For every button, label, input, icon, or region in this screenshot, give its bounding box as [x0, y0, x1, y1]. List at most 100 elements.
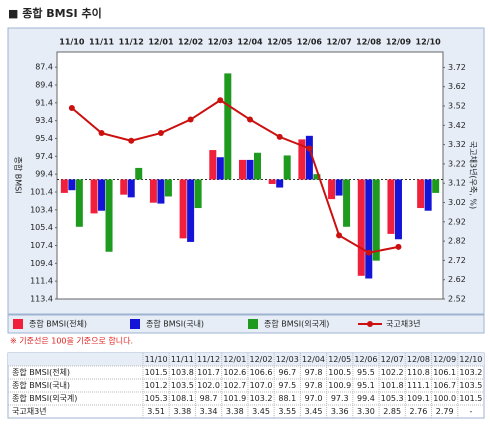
line-marker: [395, 243, 402, 250]
y2-tick-label: 3.62: [448, 82, 466, 91]
bar: [216, 157, 224, 180]
bar: [417, 179, 425, 209]
bar: [298, 139, 306, 180]
table-cell: 3.36: [331, 407, 349, 416]
table-cell: 107.0: [250, 381, 273, 390]
note: ※ 기준선은 100을 기준으로 합니다.: [10, 336, 133, 346]
bar: [149, 179, 157, 203]
legend-label: 종합 BMSI(국내): [146, 320, 204, 329]
bar: [90, 179, 98, 214]
table-cell: 105.3: [145, 394, 168, 403]
x-tick-label: 11/10: [59, 38, 85, 47]
table-row-label: 종합 BMSI(외국계): [12, 393, 77, 403]
bar: [135, 167, 143, 180]
table-cell: 101.5: [459, 394, 482, 403]
table-row-label: 종합 BMSI(전체): [12, 367, 70, 377]
bar: [246, 159, 254, 180]
bar: [98, 179, 106, 211]
table-cell: 103.8: [171, 368, 194, 377]
y-tick-label: 105.4: [30, 223, 53, 232]
table-cell: 101.8: [381, 381, 404, 390]
bar: [120, 179, 128, 195]
table-cell: 3.51: [147, 407, 165, 416]
table-cell: 109.1: [407, 394, 430, 403]
y2-tick-label: 3.02: [448, 198, 466, 207]
bar: [268, 179, 276, 184]
y-tick-label: 107.4: [30, 241, 53, 250]
line-marker: [157, 130, 164, 137]
y2-tick-label: 3.22: [448, 159, 466, 168]
bar: [357, 179, 365, 276]
table-header-cell: 12/02: [250, 355, 273, 364]
table-cell: 101.2: [145, 381, 168, 390]
line-marker: [276, 133, 283, 140]
y2-tick-label: 2.52: [448, 295, 466, 304]
table-cell: 106.6: [250, 368, 273, 377]
bar: [432, 179, 440, 193]
x-tick-label: 11/12: [119, 38, 144, 47]
x-tick-label: 12/06: [297, 38, 323, 47]
table-cell: 108.1: [171, 394, 194, 403]
y-tick-label: 87.4: [35, 63, 53, 72]
line-marker: [68, 104, 75, 111]
y2-tick-label: 3.72: [448, 63, 466, 72]
bar: [254, 152, 261, 180]
table-header-cell: 12/07: [381, 355, 404, 364]
line-marker: [217, 97, 224, 104]
table-header-cell: 11/11: [171, 355, 194, 364]
table-cell: 97.5: [278, 381, 296, 390]
table-cell: 111.1: [407, 381, 430, 390]
legend-frame: [7, 314, 485, 334]
legend-label: 종합 BMSI(외국계): [264, 319, 329, 329]
bar: [394, 179, 402, 240]
table-header-cell: 12/05: [328, 355, 351, 364]
y2-tick-label: 3.12: [448, 179, 466, 188]
y-tick-label: 111.4: [30, 277, 53, 286]
table-cell: 100.0: [433, 394, 456, 403]
table-cell: 3.30: [357, 407, 375, 416]
bar: [179, 179, 187, 239]
table-cell: 95.1: [357, 381, 375, 390]
table-header-cell: 12/10: [459, 355, 482, 364]
table-header-cell: 12/06: [354, 355, 377, 364]
bar: [187, 179, 195, 242]
table-header-cell: 12/01: [223, 355, 246, 364]
y2-tick-label: 3.52: [448, 102, 466, 111]
table-cell: 110.8: [407, 368, 430, 377]
table-cell: 100.5: [328, 368, 351, 377]
table-cell: -: [469, 407, 472, 416]
y2-tick-label: 2.92: [448, 217, 466, 226]
bar: [68, 179, 76, 191]
table-header-cell: 11/10: [145, 355, 168, 364]
x-tick-label: 12/01: [148, 38, 174, 47]
bar: [387, 179, 395, 234]
table-cell: 103.5: [171, 381, 194, 390]
bar: [276, 179, 284, 188]
table-cell: 100.9: [328, 381, 351, 390]
table-header-cell: 11/12: [197, 355, 220, 364]
y-tick-label: 93.4: [35, 116, 53, 125]
table-cell: 97.3: [331, 394, 349, 403]
table-cell: 3.55: [278, 407, 296, 416]
table-header-bg: [8, 353, 484, 366]
line-marker: [187, 116, 194, 123]
table-cell: 101.5: [145, 368, 168, 377]
y-tick-label: 91.4: [35, 98, 53, 107]
table-cell: 98.7: [200, 394, 218, 403]
bar: [194, 179, 202, 209]
table-cell: 99.4: [357, 394, 375, 403]
table-header-cell: 12/09: [433, 355, 456, 364]
table-cell: 102.0: [197, 381, 220, 390]
table-cell: 3.45: [305, 407, 323, 416]
line: [71, 99, 399, 254]
bar: [283, 155, 291, 180]
table-cell: 95.5: [357, 368, 375, 377]
legend-label: 종합 BMSI(전체): [29, 319, 87, 329]
x-tick-label: 12/08: [356, 38, 382, 47]
x-tick-label: 12/03: [208, 38, 233, 47]
y-tick-label: 101.4: [30, 187, 53, 196]
table-cell: 102.2: [381, 368, 404, 377]
x-tick-label: 12/02: [178, 38, 203, 47]
